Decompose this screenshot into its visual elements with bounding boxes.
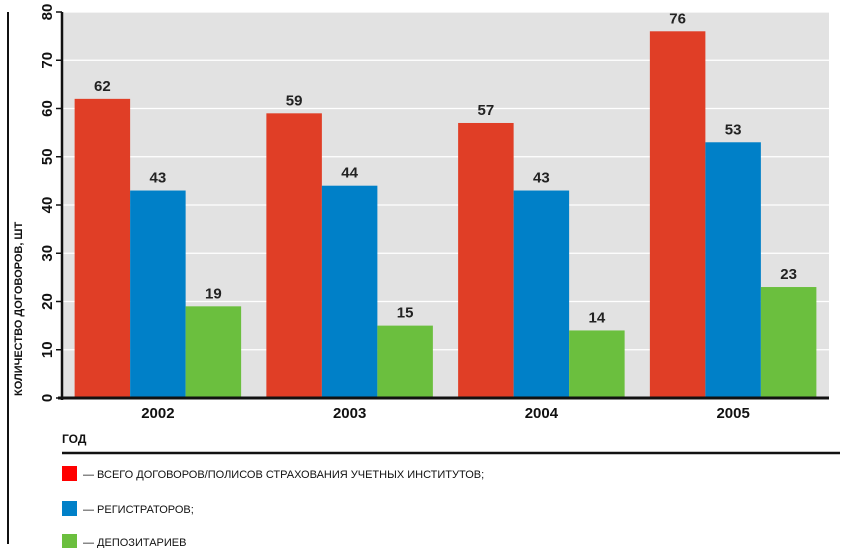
y-axis-title: КОЛИЧЕСТВО ДОГОВОРОВ, ШТ	[13, 222, 25, 396]
y-tick-label: 70	[39, 52, 56, 69]
bar	[266, 113, 322, 398]
y-tick-label: 20	[39, 293, 56, 310]
y-tick-label: 80	[39, 4, 56, 21]
x-tick-label: 2005	[716, 405, 749, 422]
bar	[185, 306, 242, 398]
value-label: 59	[286, 92, 303, 109]
bar	[377, 325, 433, 398]
value-label: 19	[205, 285, 222, 302]
legend-swatch	[62, 534, 77, 548]
x-axis-title: ГОД	[62, 432, 87, 446]
bar	[760, 287, 817, 398]
y-tick-label: 10	[39, 341, 56, 358]
x-tick-label: 2004	[525, 405, 559, 422]
value-label: 14	[589, 309, 606, 326]
legend-label: — ДЕПОЗИТАРИЕВ	[83, 537, 186, 548]
y-tick-label: 40	[39, 197, 56, 214]
legend-label: — ВСЕГО ДОГОВОРОВ/ПОЛИСОВ СТРАХОВАНИЯ УЧ…	[83, 469, 484, 481]
bar	[705, 142, 761, 398]
value-label: 15	[397, 305, 414, 322]
value-label: 23	[780, 266, 797, 283]
legend-swatch	[62, 501, 77, 516]
bar	[649, 31, 706, 399]
bar	[74, 98, 131, 398]
legend-label: — РЕГИСТРАТОРОВ;	[83, 504, 194, 516]
y-tick-label: 0	[39, 394, 56, 402]
bar	[458, 122, 514, 398]
value-label: 76	[669, 10, 686, 27]
bar	[321, 185, 378, 398]
value-label: 53	[725, 121, 742, 138]
value-label: 57	[478, 102, 495, 119]
value-label: 44	[341, 165, 358, 182]
x-tick-label: 2003	[333, 405, 366, 422]
bar	[130, 190, 186, 398]
y-tick-label: 50	[39, 148, 56, 165]
value-label: 43	[150, 170, 167, 187]
y-tick-label: 60	[39, 100, 56, 117]
value-label: 43	[533, 170, 550, 187]
y-tick-label: 30	[39, 245, 56, 262]
bar	[569, 330, 625, 398]
x-tick-label: 2002	[141, 405, 174, 422]
value-label: 62	[94, 78, 111, 95]
legend-swatch	[62, 466, 77, 481]
bar	[513, 190, 570, 398]
